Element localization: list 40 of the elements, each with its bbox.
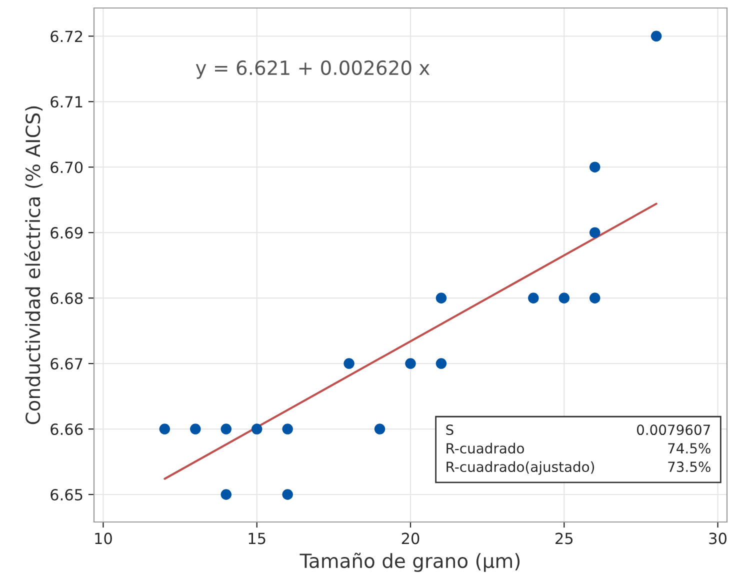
point <box>589 162 600 172</box>
y-axis-title: Conductividad eléctrica (% AICS) <box>24 106 43 424</box>
y-tick-label: 6.69 <box>50 227 83 239</box>
y-tick-label: 6.68 <box>50 292 83 304</box>
y-tick-label: 6.72 <box>50 30 82 42</box>
point <box>282 489 293 500</box>
point <box>220 424 232 434</box>
x-tick-label: 10 <box>95 532 112 544</box>
x-axis-title: Tamaño de grano (µm) <box>300 552 520 572</box>
point <box>436 358 447 369</box>
point <box>220 489 232 500</box>
point <box>650 30 662 42</box>
y-tick-label: 6.66 <box>50 423 83 436</box>
x-tick-label: 15 <box>248 532 266 544</box>
point <box>159 424 170 434</box>
x-tick-label: 25 <box>556 532 573 544</box>
x-tick-label: 30 <box>709 532 726 544</box>
annotation: y = 6.621 + 0.002620 x <box>196 60 430 79</box>
annotation: R-cuadrado(ajustado) <box>446 461 594 475</box>
point <box>190 424 201 434</box>
annotation: S <box>446 424 454 436</box>
x-tick-label: 20 <box>402 532 420 544</box>
point <box>374 424 386 434</box>
annotation: 73.5% <box>668 462 710 472</box>
annotation: 0.0079607 <box>636 424 710 436</box>
point <box>251 424 262 434</box>
y-tick-label: 6.67 <box>50 358 82 370</box>
y-tick-label: 6.70 <box>50 162 83 174</box>
point <box>589 227 600 238</box>
point <box>528 292 539 304</box>
point <box>405 358 416 369</box>
point <box>436 292 447 304</box>
point <box>558 292 570 304</box>
y-tick-label: 6.71 <box>50 96 82 108</box>
point <box>589 292 600 304</box>
point <box>344 358 354 369</box>
y-tick-label: 6.65 <box>50 488 82 501</box>
annotation: R-cuadrado <box>446 442 524 454</box>
annotation: 74.5% <box>668 443 710 454</box>
point <box>282 424 293 434</box>
